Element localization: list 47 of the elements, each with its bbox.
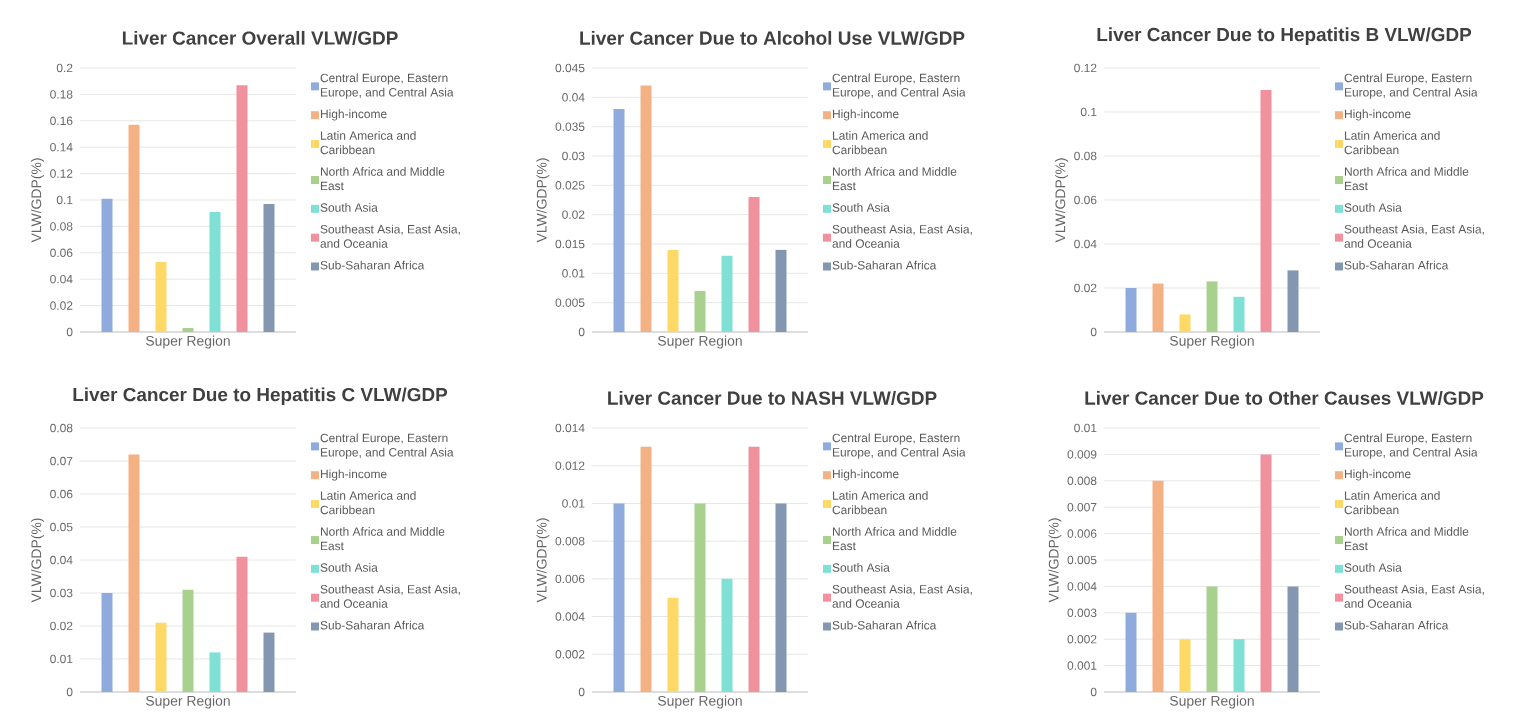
bar xyxy=(1152,283,1164,332)
bar xyxy=(640,85,652,332)
bar xyxy=(155,262,167,332)
chart-title: Liver Cancer Due to Hepatitis B VLW/GDP xyxy=(1097,27,1472,46)
bar xyxy=(721,578,733,692)
bar xyxy=(640,446,652,692)
bar xyxy=(1260,89,1272,332)
chart-title: Liver Cancer Due to Hepatitis C VLW/GDP xyxy=(73,387,448,406)
bar xyxy=(1206,586,1218,692)
chart-title: Liver Cancer Due to NASH VLW/GDP xyxy=(608,390,937,405)
chart-title: Liver Cancer Due to Alcohol Use VLW/GDP xyxy=(580,30,965,46)
bar xyxy=(1125,612,1137,692)
bar xyxy=(1179,314,1191,332)
bar xyxy=(263,203,275,332)
bar xyxy=(101,198,113,332)
bar xyxy=(128,454,140,692)
bar xyxy=(748,197,760,332)
bar xyxy=(721,255,733,332)
bar xyxy=(1260,454,1272,692)
bar xyxy=(1179,639,1191,692)
bar xyxy=(1152,480,1164,692)
bar xyxy=(775,249,787,332)
bar xyxy=(128,124,140,332)
bar xyxy=(667,597,679,692)
bar xyxy=(748,446,760,692)
bar xyxy=(1287,586,1299,692)
bar xyxy=(101,593,113,692)
bar xyxy=(1287,270,1299,332)
bar xyxy=(209,211,221,332)
bar xyxy=(613,503,625,692)
bar xyxy=(613,109,625,332)
chart-title: Liver Cancer Overall VLW/GDP xyxy=(122,30,398,45)
bar xyxy=(1233,639,1245,692)
bar xyxy=(775,503,787,692)
bar xyxy=(236,85,248,332)
bar xyxy=(667,249,679,332)
bar xyxy=(694,503,706,692)
bar xyxy=(209,652,221,692)
bar xyxy=(236,556,248,692)
bar xyxy=(1233,296,1245,332)
bar xyxy=(1125,287,1137,332)
bar xyxy=(155,622,167,692)
bar xyxy=(182,589,194,692)
chart-title: Liver Cancer Due to Other Causes VLW/GDP xyxy=(1085,390,1484,405)
bar xyxy=(694,290,706,332)
bar xyxy=(263,632,275,692)
bar xyxy=(1206,281,1218,332)
